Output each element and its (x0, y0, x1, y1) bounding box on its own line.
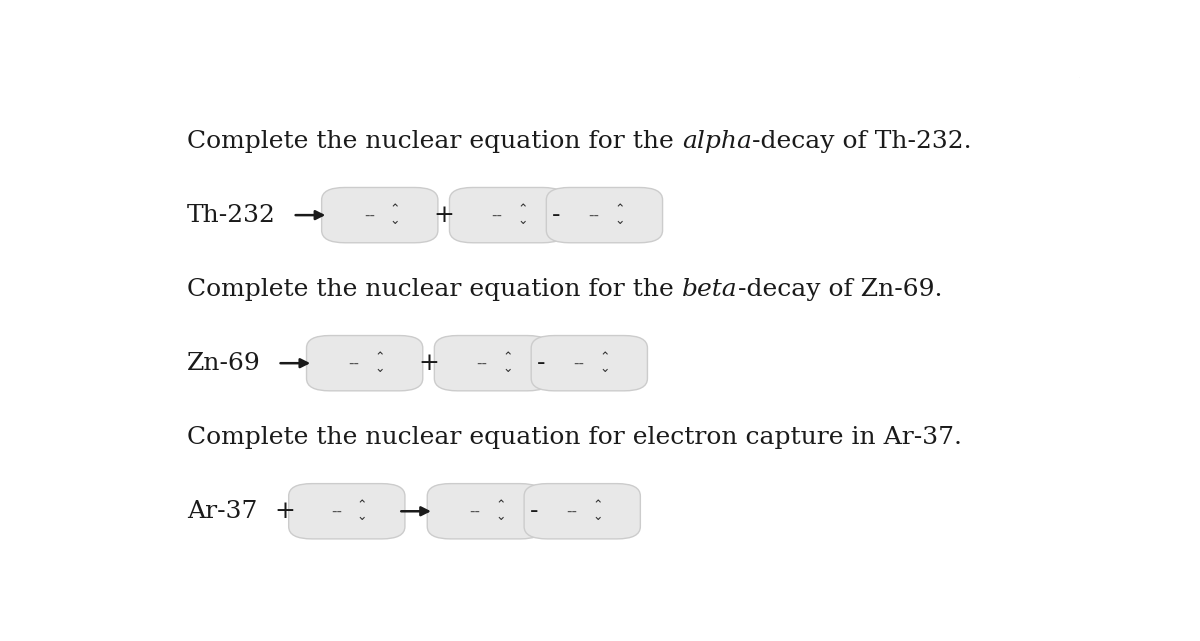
FancyBboxPatch shape (532, 335, 648, 391)
Text: --: -- (566, 504, 577, 519)
Text: ⌃: ⌃ (503, 351, 514, 364)
Text: ⌄: ⌄ (600, 362, 610, 375)
Text: ⌄: ⌄ (390, 214, 401, 227)
Text: --: -- (492, 208, 503, 222)
FancyBboxPatch shape (289, 483, 404, 539)
Text: ⌃: ⌃ (356, 499, 367, 512)
Text: ⌃: ⌃ (517, 203, 528, 216)
FancyBboxPatch shape (322, 187, 438, 243)
Text: ⌄: ⌄ (374, 362, 385, 375)
FancyBboxPatch shape (143, 74, 1086, 574)
Text: --: -- (331, 504, 342, 519)
Text: -: - (529, 500, 538, 523)
Text: Ar-37: Ar-37 (187, 500, 258, 523)
Text: Complete the nuclear equation for the: Complete the nuclear equation for the (187, 129, 682, 153)
Text: ⌄: ⌄ (503, 362, 514, 375)
Text: --: -- (588, 208, 600, 222)
FancyBboxPatch shape (306, 335, 422, 391)
Text: -decay of Th-232.: -decay of Th-232. (752, 129, 972, 153)
Text: ⌃: ⌃ (600, 351, 610, 364)
Text: -decay of Zn-69.: -decay of Zn-69. (738, 278, 942, 301)
FancyBboxPatch shape (427, 483, 544, 539)
Text: -: - (552, 204, 560, 227)
Text: alpha: alpha (682, 129, 752, 153)
Text: ⌄: ⌄ (614, 214, 625, 227)
Text: --: -- (469, 504, 480, 519)
Text: ⌃: ⌃ (614, 203, 625, 216)
Text: +: + (433, 204, 454, 227)
Text: ⌃: ⌃ (374, 351, 385, 364)
Text: --: -- (364, 208, 374, 222)
FancyBboxPatch shape (450, 187, 565, 243)
Text: Th-232: Th-232 (187, 204, 276, 227)
Text: Complete the nuclear equation for electron capture in Ar-37.: Complete the nuclear equation for electr… (187, 426, 962, 449)
Text: Zn-69: Zn-69 (187, 352, 260, 375)
Text: -: - (536, 352, 545, 375)
Text: --: -- (349, 356, 360, 370)
Text: Complete the nuclear equation for the: Complete the nuclear equation for the (187, 278, 682, 301)
Text: ⌄: ⌄ (593, 510, 602, 523)
FancyBboxPatch shape (434, 335, 551, 391)
Text: ⌄: ⌄ (496, 510, 506, 523)
Text: beta: beta (682, 278, 738, 301)
Text: ⌄: ⌄ (517, 214, 528, 227)
Text: ⌃: ⌃ (593, 499, 602, 512)
Text: +: + (275, 500, 295, 523)
Text: ⌃: ⌃ (390, 203, 401, 216)
Text: --: -- (574, 356, 584, 370)
FancyBboxPatch shape (546, 187, 662, 243)
Text: --: -- (476, 356, 487, 370)
Text: ⌃: ⌃ (496, 499, 506, 512)
Text: +: + (418, 352, 439, 375)
Text: ⌄: ⌄ (356, 510, 367, 523)
FancyBboxPatch shape (524, 483, 641, 539)
